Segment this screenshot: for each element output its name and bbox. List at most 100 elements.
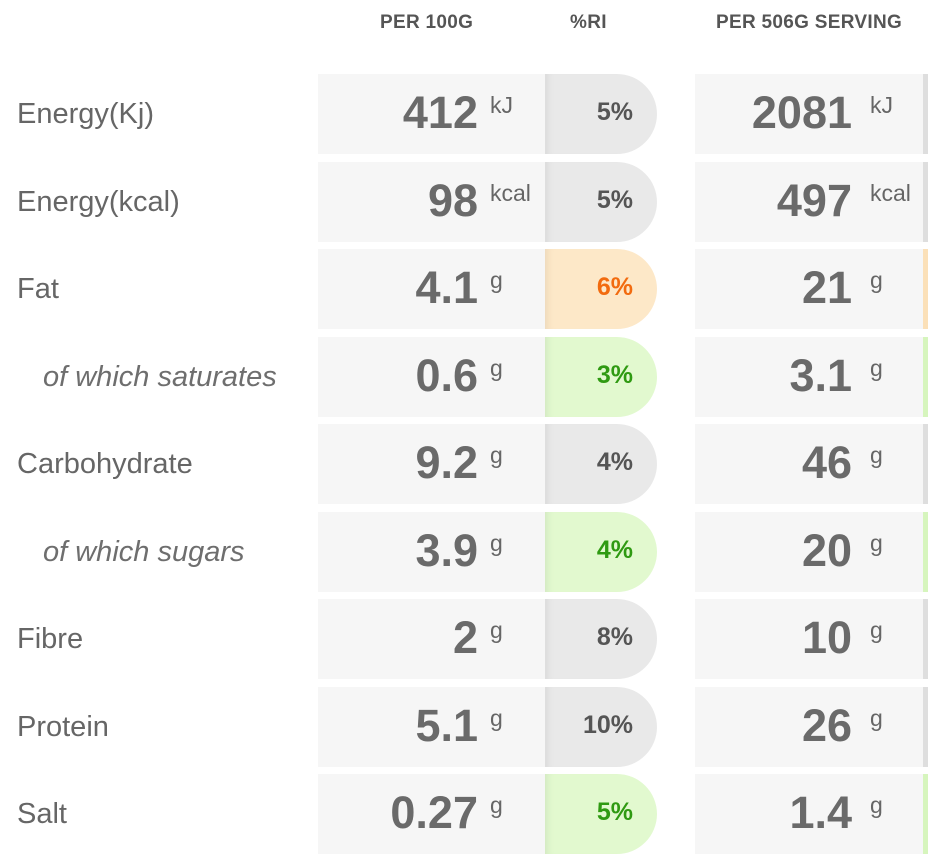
per-serving-cell: 10 g (695, 599, 923, 679)
per-serving-value: 20 (801, 524, 852, 576)
ri-value: 6% (596, 273, 633, 301)
per-serving-cell: 20 g (695, 511, 923, 592)
per-100g-unit: g (490, 617, 503, 643)
ri-badge: 4% (545, 424, 657, 504)
nutrient-row-of-which-sugars: of which sugars 3.9 g 4% 20 g (0, 511, 928, 592)
nutrient-label: Carbohydrate (17, 448, 193, 480)
ri-edge-indicator (923, 774, 928, 854)
nutrient-label: Salt (17, 798, 67, 830)
per-100g-value: 4.1 (415, 262, 478, 313)
per-100g-unit: g (490, 704, 503, 731)
ri-badge: 4% (545, 511, 657, 592)
per-serving-value: 46 (801, 437, 852, 488)
nutrient-row-carbohydrate: Carbohydrate 9.2 g 4% 46 g (0, 424, 928, 504)
per-100g-value: 412 (402, 87, 478, 138)
nutrient-label: Protein (17, 710, 109, 743)
per-100g-unit: g (490, 442, 503, 468)
per-serving-cell: 21 g (695, 249, 923, 329)
ri-edge-indicator (923, 599, 928, 679)
ri-value: 5% (596, 185, 633, 214)
nutrient-row-fat: Fat 4.1 g 6% 21 g (0, 249, 928, 329)
column-header-ri: %RI (570, 12, 607, 33)
ri-badge: 3% (545, 336, 657, 417)
ri-badge: 5% (545, 774, 657, 854)
nutrient-row-of-which-saturates: of which saturates 0.6 g 3% 3.1 g (0, 336, 928, 417)
per-100g-value: 0.6 (415, 349, 478, 401)
per-100g-value: 9.2 (415, 437, 478, 488)
per-100g-value: 5.1 (415, 699, 478, 751)
ri-badge: 5% (545, 161, 657, 242)
per-serving-unit: g (870, 792, 883, 818)
per-serving-value: 497 (776, 174, 852, 226)
nutrient-label: Fat (17, 273, 59, 305)
per-serving-value: 26 (801, 699, 852, 751)
ri-badge: 10% (545, 686, 657, 767)
nutrient-row-energy-kcal: Energy(kcal) 98 kcal 5% 497 kcal (0, 161, 928, 242)
per-100g-cell: 5.1 g (318, 686, 548, 767)
per-100g-value: 2 (452, 612, 478, 663)
per-serving-unit: g (870, 267, 883, 293)
ri-edge-indicator (923, 336, 928, 417)
ri-value: 3% (596, 360, 633, 389)
nutrient-label: of which sugars (43, 535, 245, 568)
per-100g-unit: g (490, 529, 503, 556)
nutrient-label: Energy(Kj) (17, 98, 154, 130)
per-100g-cell: 3.9 g (318, 511, 548, 592)
nutrient-label: Fibre (17, 623, 84, 655)
ri-badge: 8% (545, 599, 657, 679)
per-100g-unit: g (490, 354, 503, 381)
per-100g-unit: g (490, 267, 503, 293)
per-serving-cell: 3.1 g (695, 336, 923, 417)
per-100g-unit: g (490, 792, 503, 818)
table-header: PER 100G %RI PER 506G SERVING (0, 12, 928, 40)
nutrient-label: of which saturates (43, 360, 277, 393)
nutrition-table: Energy(Kj) 412 kJ 5% 2081 kJ Energy(kcal) 98 kca… (0, 74, 928, 862)
per-serving-value: 21 (801, 262, 852, 313)
per-100g-cell: 9.2 g (318, 424, 548, 504)
per-100g-value: 0.27 (390, 787, 478, 838)
per-100g-cell: 98 kcal (318, 161, 548, 242)
column-header-per-serving: PER 506G SERVING (716, 12, 903, 33)
per-serving-unit: g (870, 354, 883, 381)
ri-edge-indicator (923, 511, 928, 592)
per-100g-value: 98 (427, 174, 478, 226)
per-100g-cell: 0.6 g (318, 336, 548, 417)
per-serving-unit: kJ (870, 92, 893, 118)
per-100g-unit: kcal (490, 179, 531, 206)
ri-edge-indicator (923, 161, 928, 242)
ri-value: 4% (596, 535, 633, 564)
per-serving-unit: g (870, 617, 883, 643)
ri-value: 4% (596, 448, 633, 476)
per-100g-cell: 4.1 g (318, 249, 548, 329)
ri-edge-indicator (923, 686, 928, 767)
nutrient-label: Energy(kcal) (17, 185, 180, 218)
per-100g-cell: 0.27 g (318, 774, 548, 854)
nutrient-row-salt: Salt 0.27 g 5% 1.4 g (0, 774, 928, 854)
per-serving-cell: 1.4 g (695, 774, 923, 854)
nutrient-row-fibre: Fibre 2 g 8% 10 g (0, 599, 928, 679)
per-serving-value: 10 (801, 612, 852, 663)
per-serving-unit: g (870, 442, 883, 468)
per-serving-cell: 497 kcal (695, 161, 923, 242)
per-serving-cell: 26 g (695, 686, 923, 767)
column-header-per-100g: PER 100G (380, 12, 474, 33)
ri-edge-indicator (923, 249, 928, 329)
ri-value: 8% (596, 623, 633, 651)
nutrient-row-protein: Protein 5.1 g 10% 26 g (0, 686, 928, 767)
per-serving-value: 2081 (751, 87, 852, 138)
per-serving-value: 3.1 (789, 349, 852, 401)
ri-value: 5% (596, 98, 633, 126)
ri-value: 5% (596, 798, 633, 826)
ri-badge: 5% (545, 74, 657, 154)
nutrient-row-energy-kj: Energy(Kj) 412 kJ 5% 2081 kJ (0, 74, 928, 154)
ri-value: 10% (582, 710, 633, 739)
per-100g-unit: kJ (490, 92, 513, 118)
per-100g-cell: 412 kJ (318, 74, 548, 154)
per-serving-value: 1.4 (789, 787, 852, 838)
ri-badge: 6% (545, 249, 657, 329)
ri-edge-indicator (923, 424, 928, 504)
per-serving-unit: kcal (870, 179, 911, 206)
per-serving-cell: 46 g (695, 424, 923, 504)
per-serving-unit: g (870, 704, 883, 731)
